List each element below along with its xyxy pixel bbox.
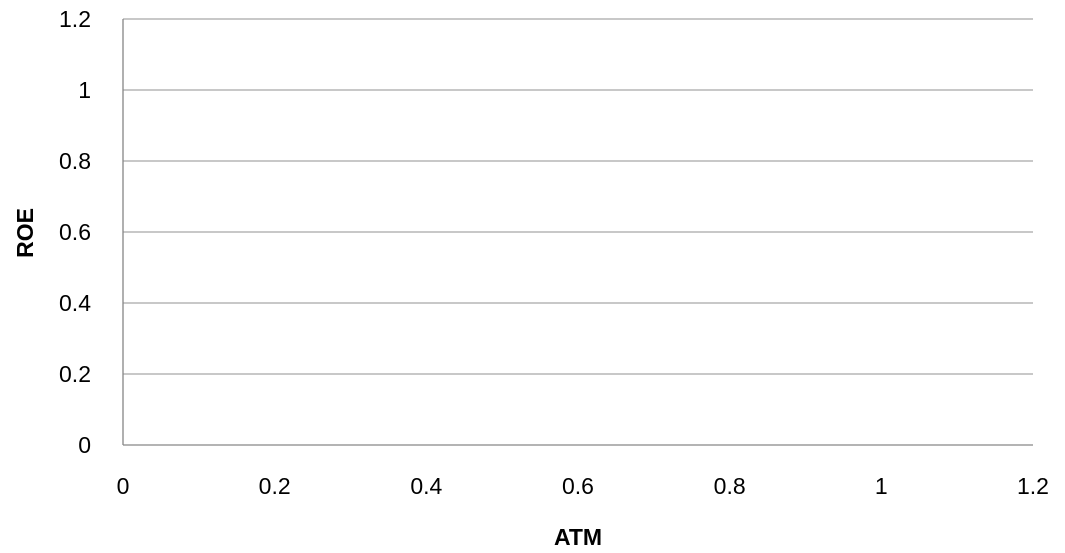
x-tick-label: 1 (875, 473, 888, 499)
y-tick-label: 0.2 (59, 361, 91, 387)
gridlines (123, 18, 1033, 375)
y-tick-label: 1 (78, 77, 91, 103)
x-tick-label: 0 (117, 473, 130, 499)
y-tick-label: 0.4 (59, 290, 91, 316)
y-tick-label: 0.8 (59, 148, 91, 174)
x-axis-title: ATM (554, 524, 602, 550)
x-tick-label: 0.8 (714, 473, 746, 499)
axes (122, 19, 1033, 446)
x-tick-labels: 0 0.2 0.4 0.6 0.8 1 1.2 (117, 473, 1049, 499)
x-tick-label: 0.6 (562, 473, 594, 499)
x-tick-label: 1.2 (1017, 473, 1049, 499)
x-tick-label: 0.4 (410, 473, 442, 499)
y-tick-label: 0 (78, 432, 91, 458)
y-axis-title: ROE (12, 208, 38, 258)
x-tick-label: 0.2 (259, 473, 291, 499)
y-tick-label: 0.6 (59, 219, 91, 245)
y-tick-labels: 0 0.2 0.4 0.6 0.8 1 1.2 (59, 6, 91, 458)
y-tick-label: 1.2 (59, 6, 91, 32)
